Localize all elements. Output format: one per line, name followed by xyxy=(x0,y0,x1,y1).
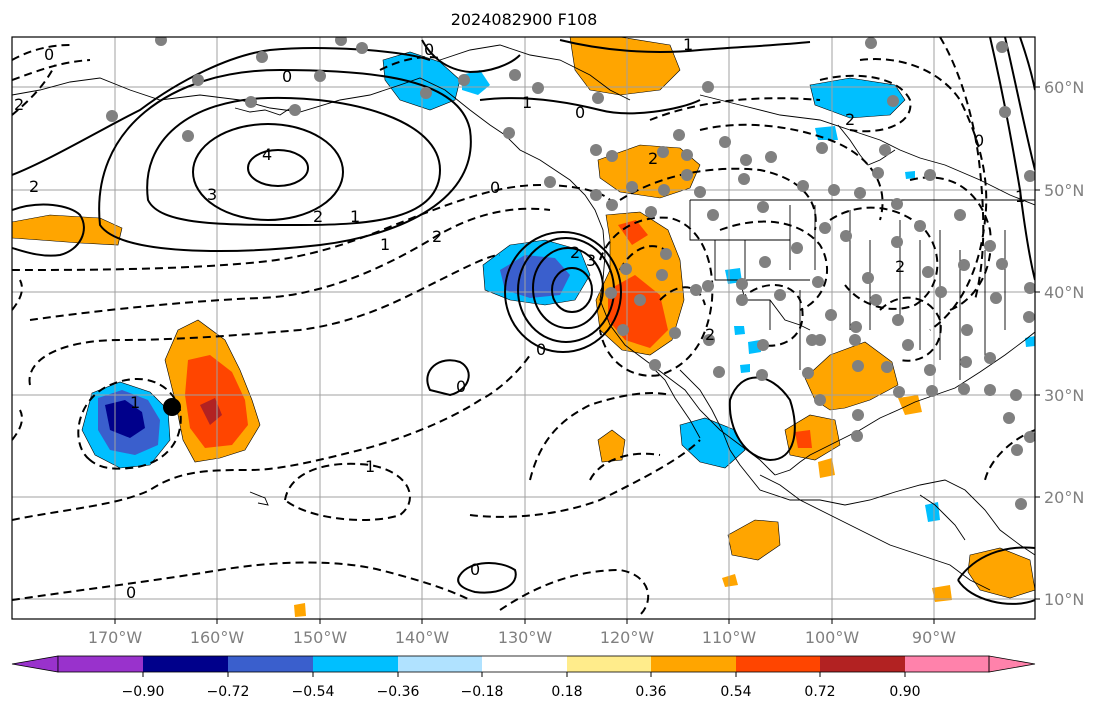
contour-label: 1 xyxy=(365,457,375,476)
lat-label: 50°N xyxy=(1044,181,1084,200)
colorbar-bin xyxy=(651,656,736,672)
dashed-contours xyxy=(12,37,1035,616)
colorbar-bin xyxy=(820,656,905,672)
colorbar-tick-label: −0.36 xyxy=(377,684,420,700)
contour-label: 0 xyxy=(575,103,585,122)
colorbar-bin xyxy=(905,656,989,672)
colorbar-tick-label: −0.54 xyxy=(292,684,335,700)
contour-label: 2 xyxy=(705,325,715,344)
colorbar-bin xyxy=(398,656,482,672)
lon-label: 140°W xyxy=(395,628,450,647)
contour-label: 0 xyxy=(470,560,480,579)
contour-label: 2 xyxy=(29,177,39,196)
lat-label: 20°N xyxy=(1044,488,1084,507)
colorbar-extend-low xyxy=(11,655,59,673)
colorbar-bin xyxy=(482,656,567,672)
colorbar-bin xyxy=(567,656,651,672)
colorbar-tick-label: −0.72 xyxy=(207,684,250,700)
contour-label: 4 xyxy=(262,145,272,164)
lat-label: 10°N xyxy=(1044,590,1084,609)
lon-label: 150°W xyxy=(293,628,348,647)
contour-label: 0 xyxy=(126,583,136,602)
contour-label: 0 xyxy=(974,131,984,150)
latitude-labels: 60°N 50°N 40°N 30°N 20°N 10°N xyxy=(1044,78,1084,609)
colorbar-bin xyxy=(58,656,143,672)
colorbar-bin xyxy=(313,656,398,672)
contour-label: 2 xyxy=(14,95,24,114)
contour-label: 3 xyxy=(586,251,596,270)
contour-label: 1 xyxy=(683,35,693,54)
contour-label: 2 xyxy=(845,110,855,129)
contour-label: 2 xyxy=(313,207,323,226)
colorbar-bin xyxy=(228,656,313,672)
solid-contours xyxy=(12,37,1035,605)
colorbar-bin xyxy=(736,656,820,672)
graticule xyxy=(12,37,1035,619)
map-title: 2024082900 F108 xyxy=(450,10,598,29)
lon-label: 170°W xyxy=(88,628,143,647)
contour-label: 0 xyxy=(456,377,466,396)
lat-label: 40°N xyxy=(1044,283,1084,302)
contour-label: 1 xyxy=(350,207,360,226)
colorbar-tick-label: 0.54 xyxy=(720,684,751,700)
contour-label: 3 xyxy=(207,185,217,204)
axis-ticks xyxy=(114,86,1040,624)
station-markers xyxy=(106,37,1035,510)
contour-labels: 0 1 0 0 1 2 4 3 2 2 1 0 1 2 2 1 2 3 0 0 … xyxy=(14,35,1025,602)
contour-label: 0 xyxy=(282,67,292,86)
longitude-labels: 170°W 160°W 150°W 140°W 130°W 120°W 110°… xyxy=(88,628,956,647)
contour-label: 1 xyxy=(380,235,390,254)
lon-label: 130°W xyxy=(498,628,553,647)
shaded-field xyxy=(12,37,1035,617)
contour-label: 1 xyxy=(522,93,532,112)
contour-label: 1 xyxy=(130,393,140,412)
colorbar-tick-label: 0.90 xyxy=(889,684,920,700)
contour-label: 2 xyxy=(432,227,442,246)
colorbar-extend-high xyxy=(988,655,1036,673)
contour-label: 0 xyxy=(44,45,54,64)
contour-label: 0 xyxy=(490,178,500,197)
contour-label: 0 xyxy=(536,340,546,359)
contour-label: 2 xyxy=(648,149,658,168)
colorbar-tick-label: −0.18 xyxy=(461,684,504,700)
contour-label: 0 xyxy=(424,40,434,59)
lon-label: 90°W xyxy=(912,628,956,647)
lat-label: 60°N xyxy=(1044,78,1084,97)
colorbar-tick-label: 0.72 xyxy=(804,684,835,700)
colorbar-tick-label: 0.36 xyxy=(635,684,666,700)
contour-label: 1 xyxy=(1015,187,1025,206)
colorbar-tick-label: 0.18 xyxy=(551,684,582,700)
storm-center-marker xyxy=(163,398,181,416)
lon-label: 110°W xyxy=(702,628,757,647)
lat-label: 30°N xyxy=(1044,386,1084,405)
coastlines xyxy=(12,44,1035,591)
colorbar: −0.90 −0.72 −0.54 −0.36 −0.18 0.18 0.36 … xyxy=(11,655,1036,700)
lon-label: 120°W xyxy=(600,628,655,647)
contour-label: 2 xyxy=(895,257,905,276)
lon-label: 100°W xyxy=(805,628,860,647)
map-frame xyxy=(11,36,1036,620)
contour-label: 2 xyxy=(570,243,580,262)
colorbar-tick-label: −0.90 xyxy=(122,684,165,700)
colorbar-bin xyxy=(143,656,228,672)
lon-label: 160°W xyxy=(190,628,245,647)
